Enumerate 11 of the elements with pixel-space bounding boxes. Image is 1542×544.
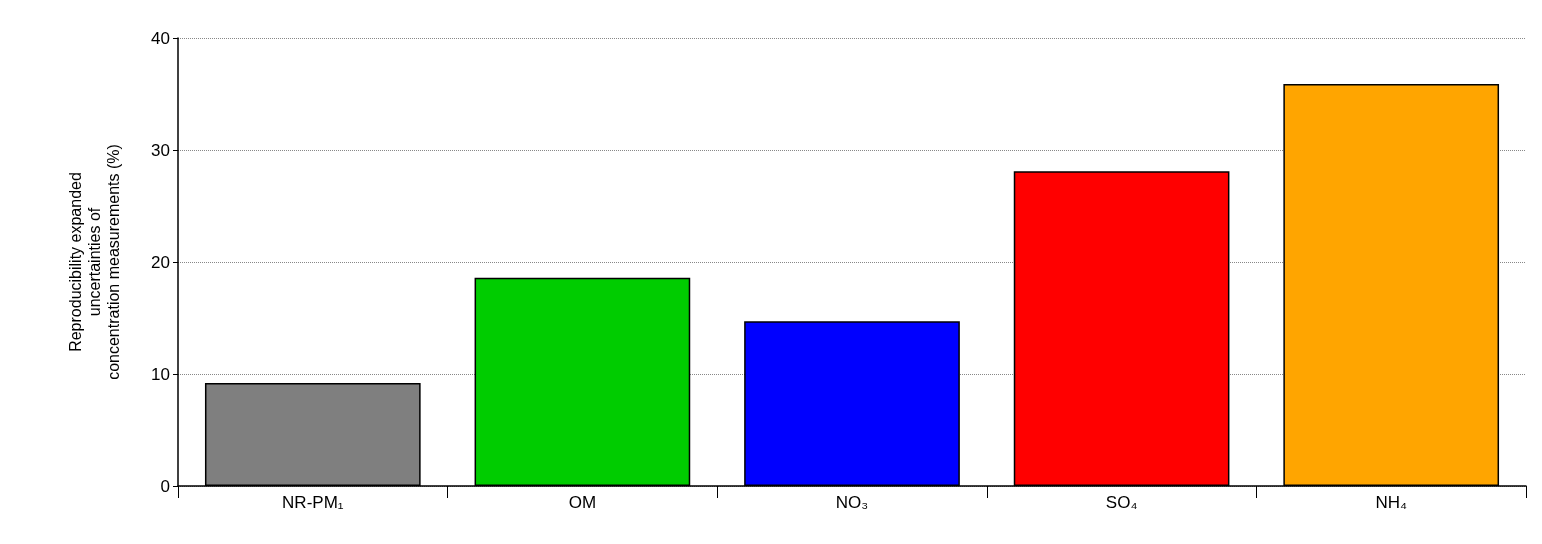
x-tick-label: OM [568,493,597,512]
y-tick-label: 40 [151,28,170,48]
x-tick-label: NR-PM₁ [282,493,344,512]
x-tick-label: NO₃ [835,493,869,512]
y-tick-label: 20 [151,252,170,272]
y-axis-title: Reproducibility expanded uncertainties of concentration measurements (%) [67,144,122,380]
x-tick-label: NH₄ [1375,493,1407,512]
y-tick-label: 30 [151,140,170,160]
y-tick-label: 10 [151,364,170,384]
y-tick-label: 0 [160,476,170,496]
x-tick-label: SO₄ [1105,493,1138,512]
